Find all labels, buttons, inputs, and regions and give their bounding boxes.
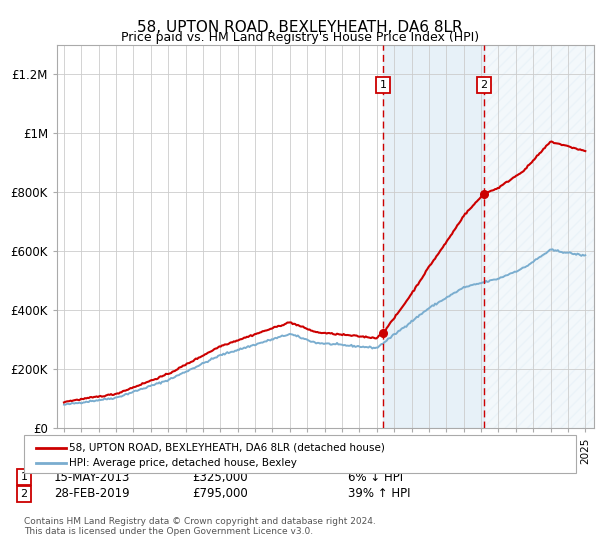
Text: Contains HM Land Registry data © Crown copyright and database right 2024.: Contains HM Land Registry data © Crown c… [24, 517, 376, 526]
Text: £795,000: £795,000 [192, 487, 248, 501]
Text: 1: 1 [20, 472, 28, 482]
Bar [383, 45, 484, 428]
Text: Price paid vs. HM Land Registry's House Price Index (HPI): Price paid vs. HM Land Registry's House … [121, 31, 479, 44]
Text: 2: 2 [480, 80, 487, 90]
Text: £325,000: £325,000 [192, 470, 248, 484]
Text: 39% ↑ HPI: 39% ↑ HPI [348, 487, 410, 501]
Text: 2: 2 [20, 489, 28, 499]
Text: This data is licensed under the Open Government Licence v3.0.: This data is licensed under the Open Gov… [24, 528, 313, 536]
Text: 58, UPTON ROAD, BEXLEYHEATH, DA6 8LR (detached house): 58, UPTON ROAD, BEXLEYHEATH, DA6 8LR (de… [69, 443, 385, 453]
Text: 58, UPTON ROAD, BEXLEYHEATH, DA6 8LR: 58, UPTON ROAD, BEXLEYHEATH, DA6 8LR [137, 20, 463, 35]
Text: 15-MAY-2013: 15-MAY-2013 [54, 470, 130, 484]
Text: 28-FEB-2019: 28-FEB-2019 [54, 487, 130, 501]
Bar [484, 45, 594, 428]
Text: 6% ↓ HPI: 6% ↓ HPI [348, 470, 403, 484]
Text: HPI: Average price, detached house, Bexley: HPI: Average price, detached house, Bexl… [69, 458, 297, 468]
Text: 1: 1 [380, 80, 386, 90]
